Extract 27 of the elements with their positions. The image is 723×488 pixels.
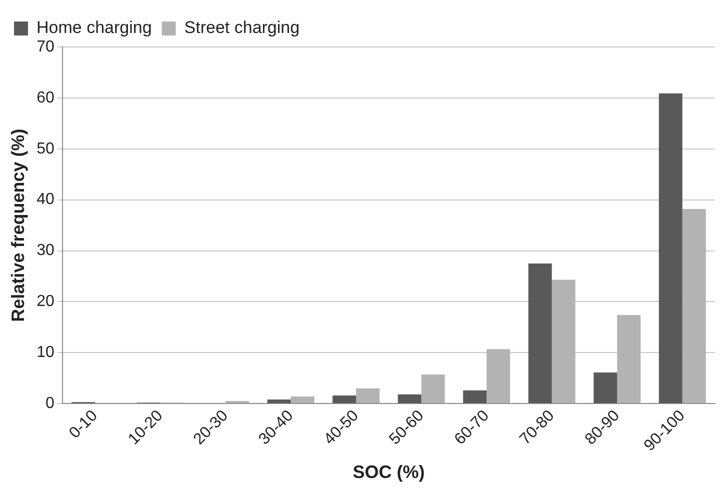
- bar: [267, 400, 291, 404]
- bar: [658, 93, 682, 404]
- legend-label: Home charging: [36, 18, 152, 38]
- bar: [463, 390, 487, 404]
- y-tick-label: 40: [36, 191, 54, 208]
- x-axis-title: SOC (%): [352, 462, 425, 482]
- bar: [594, 372, 618, 404]
- y-tick-label: 0: [45, 395, 54, 412]
- bar: [682, 208, 706, 404]
- bar: [290, 396, 314, 404]
- y-tick-label: 50: [36, 140, 54, 158]
- y-tick-label: 10: [36, 344, 54, 362]
- bar: [332, 395, 356, 404]
- bar: [421, 374, 445, 404]
- bar: [356, 388, 380, 404]
- bar: [398, 394, 422, 404]
- bar: [617, 314, 641, 404]
- bar: [552, 280, 576, 404]
- x-tick-label: 0-10: [66, 407, 102, 442]
- y-axis-title: Relative frequency (%): [8, 128, 28, 322]
- bar: [528, 264, 552, 404]
- bar: [486, 349, 510, 404]
- y-tick-label: 20: [36, 293, 54, 310]
- y-tick-label: 70: [36, 38, 54, 56]
- legend-label: Street charging: [184, 18, 300, 38]
- y-tick-label: 30: [36, 242, 54, 260]
- y-tick-label: 60: [36, 89, 54, 106]
